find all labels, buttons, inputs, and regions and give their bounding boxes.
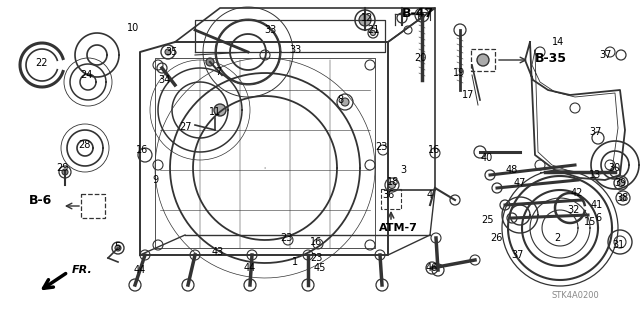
Circle shape	[618, 180, 625, 187]
Text: 16: 16	[136, 145, 148, 155]
Text: 48: 48	[506, 165, 518, 175]
Text: 21: 21	[367, 25, 379, 35]
Text: B-35: B-35	[535, 51, 567, 64]
Text: 35: 35	[166, 47, 178, 57]
Text: 37: 37	[590, 127, 602, 137]
Text: 44: 44	[134, 265, 146, 275]
Text: 1: 1	[292, 257, 298, 267]
Text: 22: 22	[36, 58, 48, 68]
Text: 9: 9	[152, 175, 158, 185]
Text: 33: 33	[264, 25, 276, 35]
Text: FR.: FR.	[72, 265, 93, 275]
Text: 4: 4	[427, 190, 433, 200]
Text: 5: 5	[114, 242, 120, 252]
Text: 33: 33	[289, 45, 301, 55]
Text: 20: 20	[414, 53, 426, 63]
Circle shape	[206, 58, 214, 66]
Text: 12: 12	[361, 13, 373, 23]
Text: 16: 16	[310, 237, 322, 247]
Circle shape	[62, 169, 68, 175]
Circle shape	[477, 54, 489, 66]
Circle shape	[620, 195, 626, 201]
Text: 19: 19	[453, 68, 465, 78]
Text: 29: 29	[56, 163, 68, 173]
Text: 32: 32	[568, 205, 580, 215]
Text: 37: 37	[511, 250, 523, 260]
Text: 43: 43	[212, 247, 224, 257]
Text: 37: 37	[599, 50, 611, 60]
Text: 6: 6	[595, 213, 601, 223]
Text: 45: 45	[314, 263, 326, 273]
Text: 26: 26	[490, 233, 502, 243]
Text: B-47: B-47	[402, 7, 434, 20]
Text: 18: 18	[387, 177, 399, 187]
Text: 16: 16	[428, 145, 440, 155]
Text: 7: 7	[215, 67, 221, 77]
Circle shape	[214, 104, 226, 116]
Text: 41: 41	[591, 200, 603, 210]
Circle shape	[371, 31, 376, 35]
Text: 28: 28	[78, 140, 90, 150]
Circle shape	[388, 182, 396, 189]
Text: 38: 38	[616, 193, 628, 203]
Text: B-6: B-6	[29, 194, 52, 206]
Circle shape	[341, 98, 349, 106]
Text: 24: 24	[80, 70, 92, 80]
Text: 47: 47	[514, 178, 526, 188]
Text: 31: 31	[612, 240, 624, 250]
Text: 8: 8	[337, 95, 343, 105]
Text: STK4A0200: STK4A0200	[551, 291, 599, 300]
Text: 23: 23	[310, 253, 322, 263]
Text: 27: 27	[179, 122, 191, 132]
Text: 15: 15	[584, 217, 596, 227]
Text: 10: 10	[127, 23, 139, 33]
Text: 2: 2	[554, 233, 560, 243]
Text: 17: 17	[462, 90, 474, 100]
Text: 23: 23	[280, 233, 292, 243]
Text: 36: 36	[382, 190, 394, 200]
Text: 25: 25	[482, 215, 494, 225]
Text: 42: 42	[571, 188, 583, 198]
Text: 3: 3	[400, 165, 406, 175]
Text: 13: 13	[589, 170, 601, 180]
Text: 40: 40	[481, 153, 493, 163]
Text: 14: 14	[552, 37, 564, 47]
Text: 30: 30	[608, 163, 620, 173]
Text: 34: 34	[158, 75, 170, 85]
Circle shape	[359, 14, 371, 26]
Text: 44: 44	[244, 263, 256, 273]
Text: 23: 23	[375, 142, 387, 152]
Circle shape	[165, 49, 171, 55]
Text: ATM-7: ATM-7	[379, 223, 417, 233]
Text: 46: 46	[426, 263, 438, 273]
Circle shape	[115, 245, 121, 251]
Text: 39: 39	[614, 178, 626, 188]
Text: 11: 11	[209, 107, 221, 117]
